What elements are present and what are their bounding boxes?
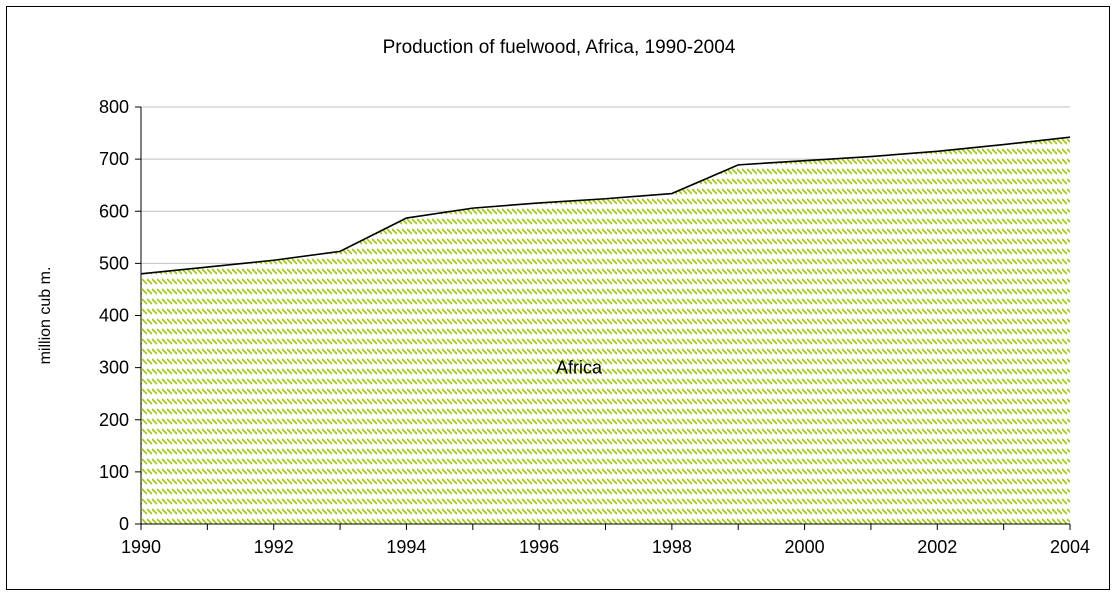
x-tick-label: 1998: [652, 537, 692, 557]
y-tick-label: 100: [99, 462, 129, 482]
y-tick-label: 400: [99, 306, 129, 326]
y-tick-label: 800: [99, 97, 129, 117]
y-tick-label: 500: [99, 253, 129, 273]
x-tick-label: 1996: [519, 537, 559, 557]
chart-title: Production of fuelwood, Africa, 1990-200…: [383, 37, 736, 58]
y-tick-label: 300: [99, 358, 129, 378]
y-tick-labels: 0 100 200 300 400 500 600 700 800: [99, 97, 129, 534]
area-fill-africa: [141, 137, 1070, 525]
axes: [135, 106, 1071, 530]
x-tick-label: 2002: [917, 537, 957, 557]
area-layer: [140, 136, 1071, 525]
area-chart: Production of fuelwood, Africa, 1990-200…: [37, 37, 1090, 557]
x-tick-label: 2004: [1050, 537, 1090, 557]
y-tick-label: 600: [99, 201, 129, 221]
y-tick-label: 200: [99, 410, 129, 430]
y-axis-title: million cub m.: [37, 267, 54, 365]
x-tick-labels: 1990 1992 1994 1996 1998 2000 2002 2004: [121, 537, 1090, 557]
y-tick-label: 0: [119, 514, 129, 534]
y-tick-label: 700: [99, 149, 129, 169]
series-label-africa: Africa: [556, 358, 603, 378]
x-tick-label: 1992: [254, 537, 294, 557]
x-tick-label: 1994: [386, 537, 426, 557]
series-line-africa: [140, 136, 1071, 275]
x-tick-label: 2000: [785, 537, 825, 557]
chart-frame: Production of fuelwood, Africa, 1990-200…: [6, 6, 1110, 590]
x-tick-label: 1990: [121, 537, 161, 557]
